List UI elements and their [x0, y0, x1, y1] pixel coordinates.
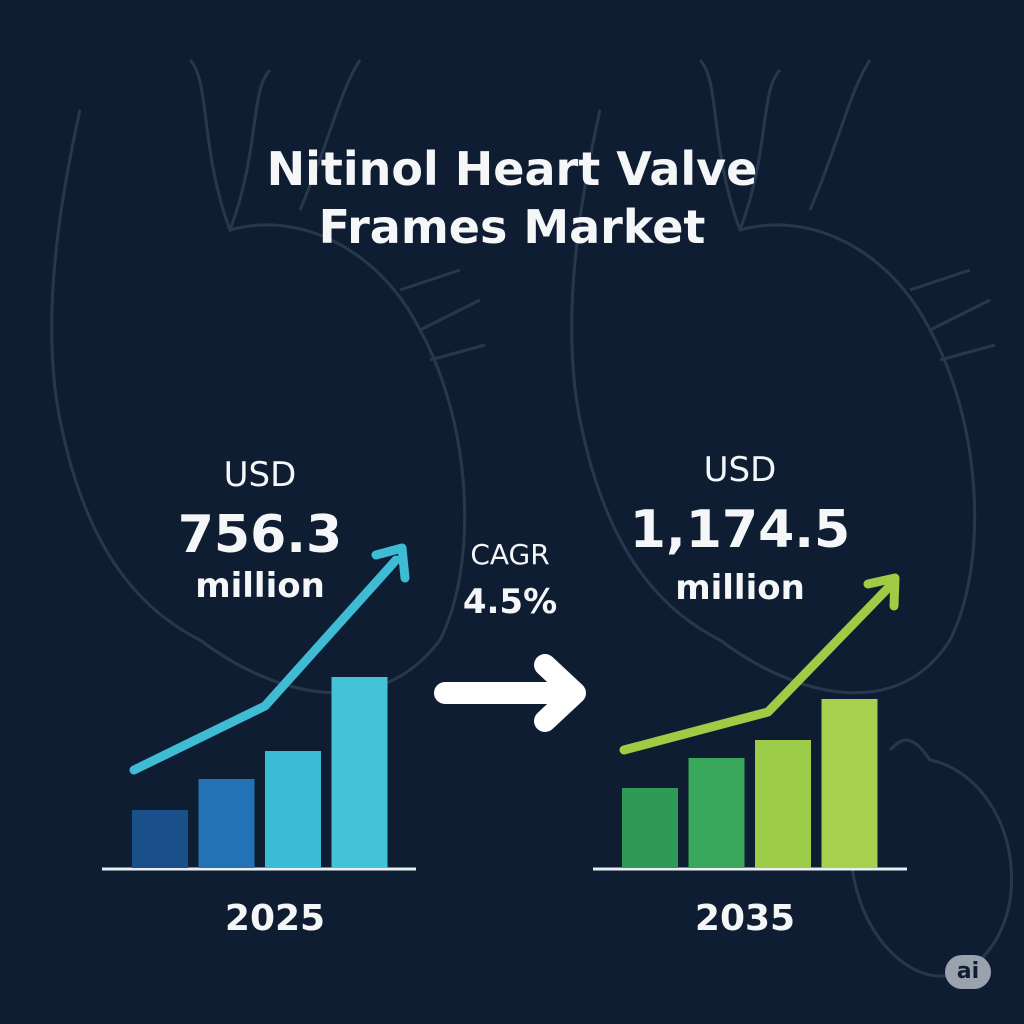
right-arrow-head	[863, 573, 900, 611]
right-bar-4	[821, 699, 878, 868]
ai-badge: ai	[945, 955, 991, 989]
right-currency: USD	[703, 450, 777, 490]
right-bar-2	[688, 758, 745, 868]
page-title: Nitinol Heart Valve Frames Market	[0, 140, 1024, 256]
left-value: 756.3	[177, 505, 343, 565]
title-line-1: Nitinol Heart Valve	[266, 142, 758, 196]
left-unit: million	[195, 566, 325, 606]
left-year: 2025	[224, 898, 326, 939]
right-value: 1,174.5	[629, 500, 851, 560]
right-trend-arrow	[619, 581, 895, 755]
title-line-2: Frames Market	[318, 200, 706, 254]
left-trend-arrow	[129, 555, 401, 775]
left-bar-2	[198, 779, 255, 868]
right-bar-1	[622, 788, 678, 868]
left-currency: USD	[223, 455, 297, 495]
right-unit: million	[675, 568, 805, 608]
left-arrow-head	[371, 543, 410, 583]
right-bar-3	[755, 740, 811, 868]
right-year: 2035	[694, 898, 796, 939]
left-bar-4	[331, 677, 388, 868]
cagr-value: 4.5%	[462, 582, 558, 622]
cagr-label: CAGR	[470, 538, 550, 571]
cagr-arrow-icon	[434, 654, 586, 732]
left-bar-1	[132, 810, 188, 868]
left-bar-3	[265, 751, 321, 868]
